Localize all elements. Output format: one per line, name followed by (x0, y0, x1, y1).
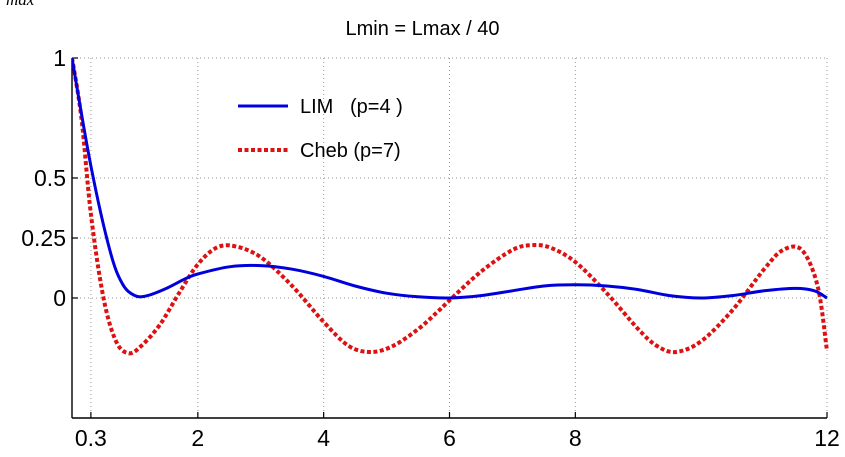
series-line-lim (72, 57, 828, 300)
y-tick-label: 1 (53, 45, 66, 71)
x-tick-label: 6 (443, 425, 456, 451)
series-line-cheb (72, 57, 829, 356)
y-tick-label: 0.5 (34, 165, 66, 191)
y-tick-label: 0 (53, 285, 66, 311)
cropped-header-fragment: max (6, 0, 34, 10)
x-tick-label: 4 (317, 425, 330, 451)
legend-label: LIM (p=4 ) (300, 96, 403, 118)
y-tick-label: 0.25 (21, 225, 66, 251)
x-tick-label: 2 (191, 425, 204, 451)
chart-title: Lmin = Lmax / 40 (345, 18, 500, 40)
x-tick-label: 8 (569, 425, 582, 451)
x-tick-label: 12 (814, 425, 840, 451)
x-tick-label: 0.3 (75, 425, 107, 451)
legend-label: Cheb (p=7) (300, 140, 401, 162)
